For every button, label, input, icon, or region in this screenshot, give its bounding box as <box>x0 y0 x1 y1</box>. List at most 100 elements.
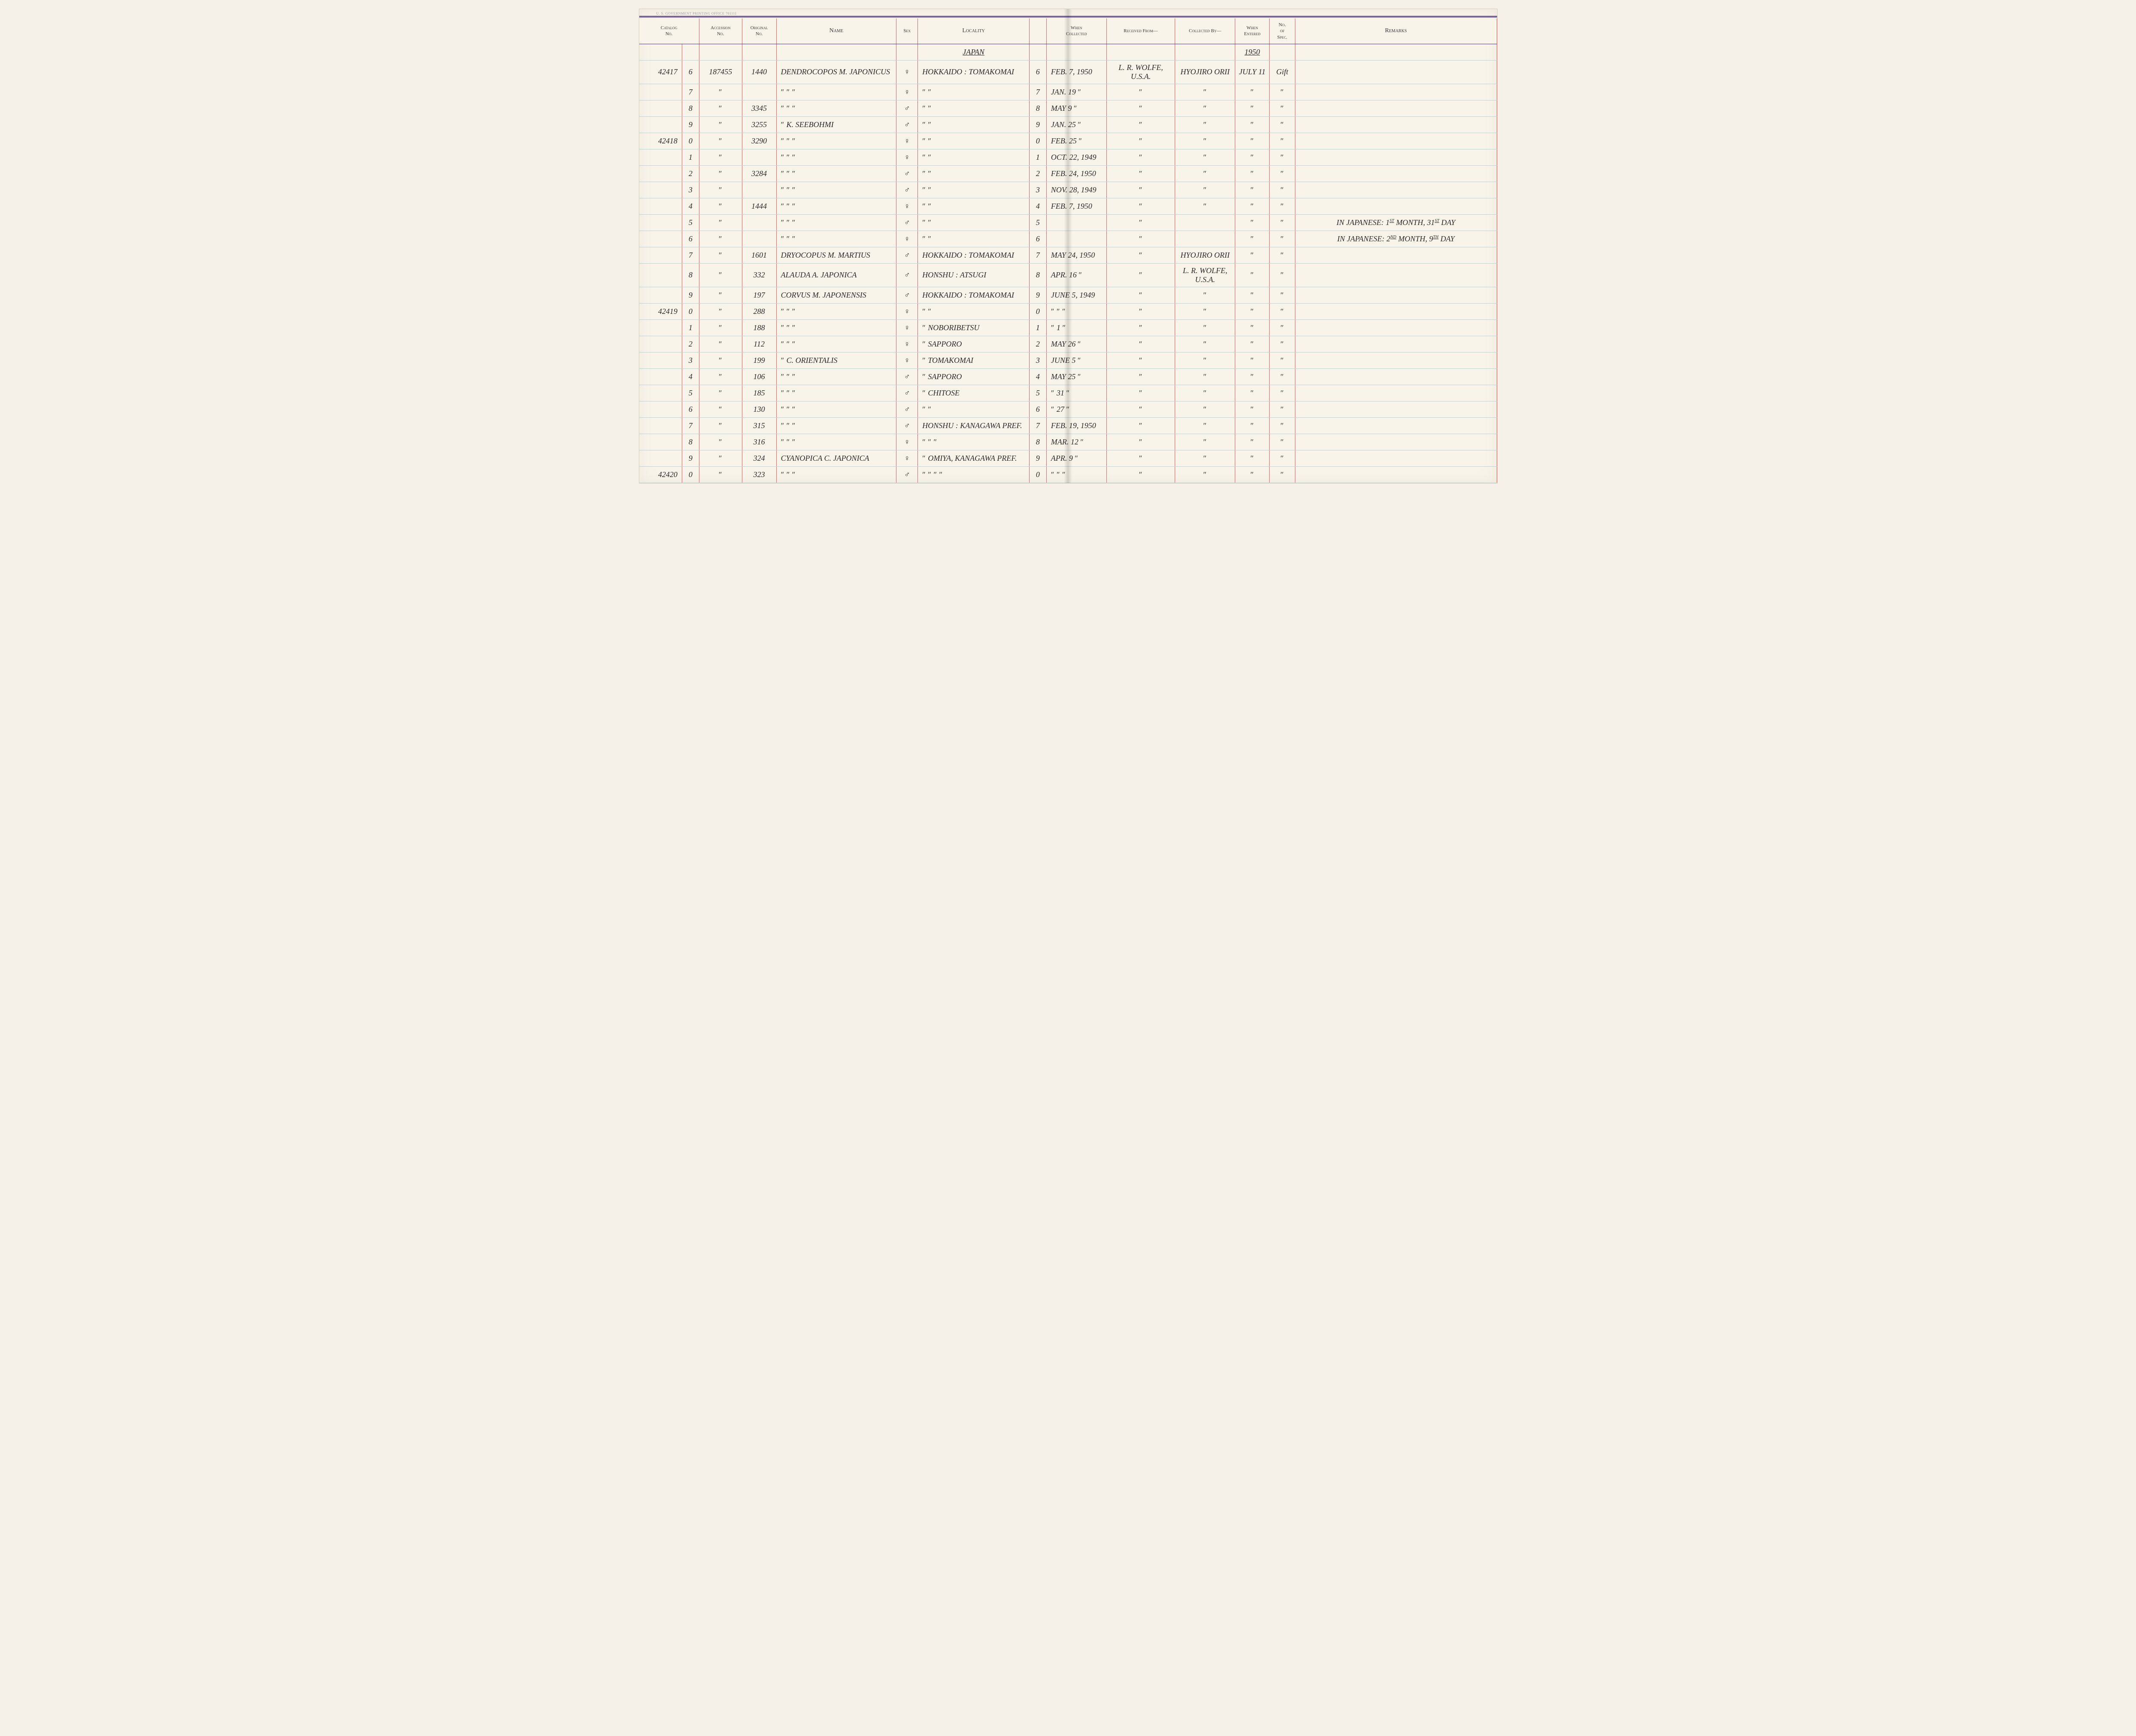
cell-collected_by: ʺ <box>1175 116 1235 133</box>
cell-collected_by: ʺ <box>1175 352 1235 368</box>
cell-received_from: ʺ <box>1106 287 1175 303</box>
cell-original: 324 <box>742 450 776 466</box>
cell-catalog_prefix: 42420 <box>639 466 682 483</box>
cell-name: ʺ ʺ ʺ <box>776 434 896 450</box>
cell-when_entered: ʺ <box>1235 368 1270 385</box>
region-row: JAPAN 1950 <box>639 44 1497 60</box>
table-row: 424190ʺ288ʺ ʺ ʺ♀ʺ ʺ0ʺ ʺ ʺʺʺʺʺ <box>639 303 1497 319</box>
cell-suffix2: 6 <box>1029 401 1046 417</box>
cell-catalog_suffix: 0 <box>682 466 699 483</box>
cell-when_collected: APR. 16 ʺ <box>1046 263 1106 287</box>
cell-when_collected: ʺ 1 ʺ <box>1046 319 1106 336</box>
cell-locality: ʺ OMIYA, KANAGAWA PREF. <box>918 450 1030 466</box>
cell-locality: ʺ ʺ <box>918 84 1030 100</box>
cell-catalog_prefix <box>639 263 682 287</box>
cell-locality: ʺ ʺ <box>918 133 1030 149</box>
cell-suffix2: 1 <box>1029 149 1046 165</box>
cell-received_from: ʺ <box>1106 116 1175 133</box>
cell-spec: ʺ <box>1270 84 1295 100</box>
cell-when_entered: ʺ <box>1235 165 1270 182</box>
cell-catalog_prefix: 42419 <box>639 303 682 319</box>
header-original: OriginalNo. <box>742 18 776 44</box>
header-catalog: CatalogNo. <box>639 18 699 44</box>
cell-catalog_prefix <box>639 116 682 133</box>
cell-catalog_suffix: 8 <box>682 100 699 116</box>
cell-catalog_prefix <box>639 165 682 182</box>
cell-suffix2: 2 <box>1029 336 1046 352</box>
cell-sex: ♂ <box>896 263 918 287</box>
cell-suffix2: 0 <box>1029 133 1046 149</box>
cell-collected_by: ʺ <box>1175 385 1235 401</box>
cell-locality: HOKKAIDO : TOMAKOMAI <box>918 247 1030 263</box>
cell-sex: ♀ <box>896 319 918 336</box>
cell-original <box>742 149 776 165</box>
cell-catalog_suffix: 7 <box>682 84 699 100</box>
cell-name: ALAUDA A. JAPONICA <box>776 263 896 287</box>
cell-received_from: ʺ <box>1106 182 1175 198</box>
table-row: 2ʺ112ʺ ʺ ʺ♀ʺ SAPPORO2MAY 26 ʺʺʺʺʺ <box>639 336 1497 352</box>
printer-label: U. S. GOVERNMENT PRINTING OFFICE 701111 <box>656 12 737 15</box>
cell-accession: ʺ <box>699 100 742 116</box>
table-row: 9ʺ197CORVUS M. JAPONENSIS♂HOKKAIDO : TOM… <box>639 287 1497 303</box>
cell-collected_by: ʺ <box>1175 417 1235 434</box>
header-accession: AccessionNo. <box>699 18 742 44</box>
cell-sex: ♂ <box>896 466 918 483</box>
cell-remarks <box>1295 385 1497 401</box>
cell-remarks <box>1295 287 1497 303</box>
cell-catalog_prefix <box>639 450 682 466</box>
cell-name: ʺ ʺ ʺ <box>776 466 896 483</box>
cell-catalog_prefix <box>639 149 682 165</box>
cell-catalog_prefix <box>639 368 682 385</box>
cell-locality: ʺ ʺ <box>918 100 1030 116</box>
cell-when_entered: ʺ <box>1235 434 1270 450</box>
cell-suffix2: 5 <box>1029 214 1046 231</box>
header-remarks: Remarks <box>1295 18 1497 44</box>
cell-spec: ʺ <box>1270 319 1295 336</box>
table-row: 9ʺ3255ʺ K. SEEBOHMI♂ʺ ʺ9JAN. 25 ʺʺʺʺʺ <box>639 116 1497 133</box>
cell-when_entered: ʺ <box>1235 401 1270 417</box>
cell-original: 3290 <box>742 133 776 149</box>
cell-catalog_prefix <box>639 336 682 352</box>
cell-catalog_prefix <box>639 182 682 198</box>
cell-accession: ʺ <box>699 466 742 483</box>
cell-spec: ʺ <box>1270 352 1295 368</box>
cell-sex: ♀ <box>896 303 918 319</box>
cell-remarks <box>1295 450 1497 466</box>
cell-when_entered: ʺ <box>1235 116 1270 133</box>
cell-received_from: ʺ <box>1106 133 1175 149</box>
cell-locality: ʺ ʺ ʺ ʺ <box>918 466 1030 483</box>
table-row: 1ʺʺ ʺ ʺ♀ʺ ʺ1OCT. 22, 1949ʺʺʺʺ <box>639 149 1497 165</box>
header-row: CatalogNo. AccessionNo. OriginalNo. Name… <box>639 18 1497 44</box>
cell-original: 332 <box>742 263 776 287</box>
cell-when_collected: MAY 25 ʺ <box>1046 368 1106 385</box>
cell-original <box>742 182 776 198</box>
cell-catalog_prefix: 42417 <box>639 60 682 84</box>
cell-remarks <box>1295 116 1497 133</box>
cell-collected_by: ʺ <box>1175 198 1235 214</box>
cell-spec: ʺ <box>1270 368 1295 385</box>
cell-suffix2: 4 <box>1029 368 1046 385</box>
cell-name: ʺ C. ORIENTALIS <box>776 352 896 368</box>
cell-when_collected: ʺ ʺ ʺ <box>1046 466 1106 483</box>
cell-when_collected: OCT. 22, 1949 <box>1046 149 1106 165</box>
cell-sex: ♀ <box>896 198 918 214</box>
cell-when_entered: ʺ <box>1235 417 1270 434</box>
cell-when_collected: JUNE 5 ʺ <box>1046 352 1106 368</box>
cell-catalog_prefix <box>639 417 682 434</box>
cell-accession: ʺ <box>699 198 742 214</box>
cell-name: ʺ ʺ ʺ <box>776 133 896 149</box>
cell-original: 188 <box>742 319 776 336</box>
cell-suffix2: 8 <box>1029 100 1046 116</box>
cell-original: 3345 <box>742 100 776 116</box>
cell-received_from: ʺ <box>1106 352 1175 368</box>
cell-accession: 187455 <box>699 60 742 84</box>
cell-suffix2: 9 <box>1029 450 1046 466</box>
cell-name: ʺ ʺ ʺ <box>776 198 896 214</box>
header-no-spec: No.ofSpec. <box>1270 18 1295 44</box>
cell-when_collected: MAR. 12 ʺ <box>1046 434 1106 450</box>
cell-accession: ʺ <box>699 149 742 165</box>
cell-sex: ♀ <box>896 149 918 165</box>
cell-received_from: ʺ <box>1106 100 1175 116</box>
header-received-from: Received From— <box>1106 18 1175 44</box>
cell-when_entered: ʺ <box>1235 263 1270 287</box>
